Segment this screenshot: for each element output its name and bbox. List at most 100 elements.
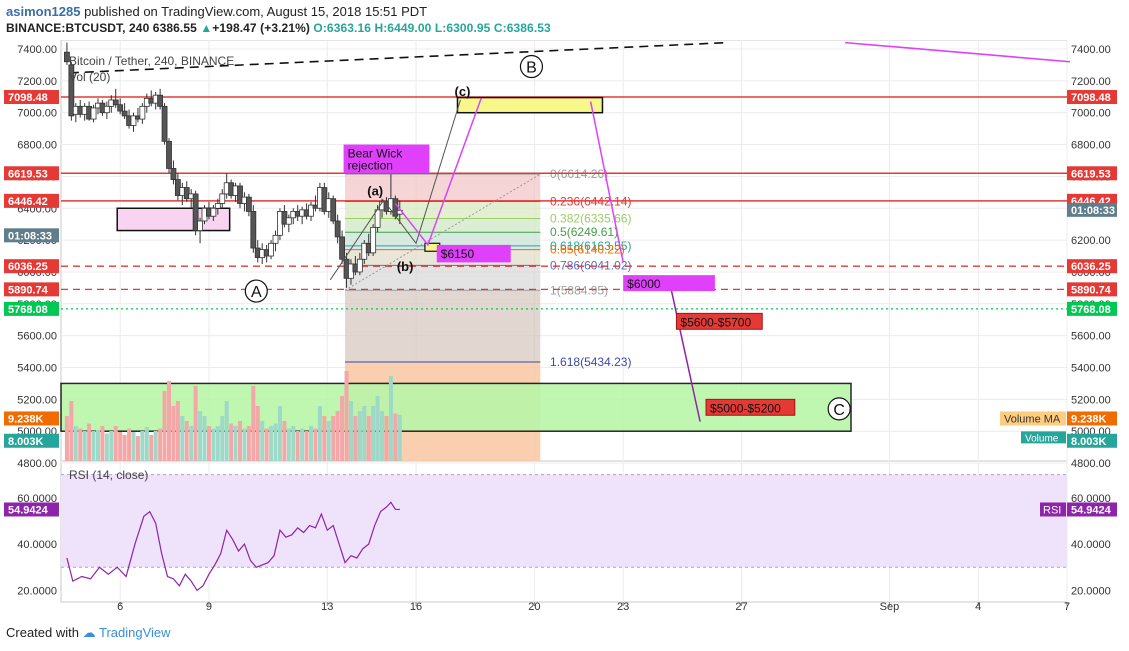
volume-bar xyxy=(260,421,265,461)
price-axis-label-left: 6800.00 xyxy=(17,140,57,152)
chart-title: Bitcoin / Tether, 240, BINANCE xyxy=(69,54,234,68)
volume-bar xyxy=(264,428,269,461)
volume-bar xyxy=(384,416,389,461)
wave-C-circle-label: C xyxy=(833,402,845,419)
candle-body xyxy=(117,104,124,112)
target-c-box xyxy=(456,96,604,114)
volume-bar xyxy=(122,435,127,461)
candle-body xyxy=(197,220,203,231)
wave-C-circle xyxy=(827,397,851,421)
candle-body xyxy=(161,105,168,142)
volume-bar xyxy=(162,391,167,461)
rsi-line xyxy=(66,501,400,592)
volume-bar xyxy=(286,428,291,461)
right-extra-badge-text: 8.003K xyxy=(1071,436,1107,448)
volume-bar xyxy=(202,416,207,461)
projection-down-2 xyxy=(669,286,701,422)
volume-bar xyxy=(317,406,322,461)
projection-up xyxy=(394,98,482,247)
volume-bar xyxy=(393,413,398,461)
tradingview-logo-icon[interactable]: ☁ xyxy=(82,625,96,640)
volume-bar xyxy=(335,411,340,461)
target-5600-5700-box xyxy=(675,312,763,330)
candle-body xyxy=(170,168,177,180)
volume-bar xyxy=(64,416,69,461)
time-axis-label: 6 xyxy=(117,601,123,613)
left-extra-badge xyxy=(4,411,59,426)
candle-body xyxy=(64,51,70,63)
candle-body xyxy=(370,226,377,254)
fib-level-label: 0.618(6163.55) xyxy=(550,239,631,253)
candle-body xyxy=(330,198,337,222)
volume-bar xyxy=(153,431,158,461)
price-axis-label-left: 5600.00 xyxy=(17,331,57,343)
current-price: 6386.55 xyxy=(152,21,197,35)
volume-bar xyxy=(340,396,345,461)
published-text: published on TradingView.com, August 15,… xyxy=(84,4,428,19)
candle-body xyxy=(308,204,314,217)
fib-level-label: 0.786(6041.02) xyxy=(550,258,631,272)
target-6000-box xyxy=(623,275,715,292)
target-6000-text: $6000 xyxy=(627,277,661,291)
price-axis-label-left: 7400.00 xyxy=(17,44,57,56)
candle-body xyxy=(103,105,110,114)
volume-ma-badge xyxy=(1000,411,1066,426)
volume-bar xyxy=(295,431,300,461)
volume-bar xyxy=(326,421,331,461)
price-badge-right xyxy=(1067,90,1117,105)
price-chart[interactable]: 0(6614.26)0.236(6442.14)0.382(6335.66)0.… xyxy=(0,40,1129,625)
time-axis-label: 9 xyxy=(206,601,212,613)
price-badge-left xyxy=(4,193,59,208)
candle-body xyxy=(121,110,128,117)
tradingview-brand[interactable]: TradingView xyxy=(99,625,171,640)
volume-bar xyxy=(291,426,296,461)
price-axis-label: 5200.00 xyxy=(1071,394,1111,406)
left-extra-badge-text: 9.238K xyxy=(8,413,44,425)
price-axis-label-left: 7000.00 xyxy=(17,108,57,120)
volume-bar xyxy=(109,431,114,461)
price-axis-label: 6200.00 xyxy=(1071,235,1111,247)
volume-badge-text: Volume xyxy=(1025,433,1059,444)
bear-wick-annotation-text: rejection xyxy=(348,159,393,173)
target-5000-5200-box xyxy=(705,398,796,416)
fib-level-label: 0.5(6249.61) xyxy=(550,225,618,239)
volume-bar xyxy=(166,381,171,461)
volume-bar xyxy=(206,426,211,461)
fib-level-label: 1.618(5434.23) xyxy=(550,355,631,369)
right-extra-badge-text: 9.238K xyxy=(1071,413,1107,425)
volume-bar xyxy=(229,423,234,461)
price-badge-left xyxy=(4,259,59,274)
left-extra-badge xyxy=(4,228,59,243)
volume-label: Vol (20) xyxy=(69,70,110,84)
price-badge-left-text: 5890.74 xyxy=(8,284,49,296)
volume-bar xyxy=(304,431,309,461)
volume-bar xyxy=(113,426,118,461)
volume-bar xyxy=(233,426,238,461)
volume-bar xyxy=(135,436,140,461)
candle-body xyxy=(334,220,341,238)
price-badge-left-text: 6619.53 xyxy=(8,168,48,180)
volume-bar xyxy=(397,414,402,461)
volume-bar xyxy=(362,406,367,461)
volume-bar xyxy=(322,416,327,461)
volume-bar xyxy=(95,430,100,461)
volume-bar xyxy=(246,426,251,461)
candle-body xyxy=(356,258,363,273)
time-axis-label: 16 xyxy=(410,601,422,613)
volume-bar xyxy=(140,431,145,461)
author-name[interactable]: asimon1285 xyxy=(6,4,81,19)
price-badge-left-text: 6446.42 xyxy=(8,196,48,208)
volume-ma-text: Volume MA xyxy=(1004,413,1061,425)
rsi-axis-label-left: 20.0000 xyxy=(17,585,57,597)
left-extra-badge-text: 8.003K xyxy=(8,436,44,448)
left-extra-badge xyxy=(4,433,59,448)
candle-body xyxy=(139,105,146,120)
wave-A-circle-label: A xyxy=(251,284,262,301)
volume-bar xyxy=(357,411,362,461)
price-axis-label-left: 5200.00 xyxy=(17,394,57,406)
candle-body xyxy=(272,234,279,244)
price-axis-label: 5600.00 xyxy=(1071,331,1111,343)
volume-bar xyxy=(189,426,194,461)
candle-body xyxy=(192,193,199,231)
price-axis-label: 7000.00 xyxy=(1071,108,1111,120)
